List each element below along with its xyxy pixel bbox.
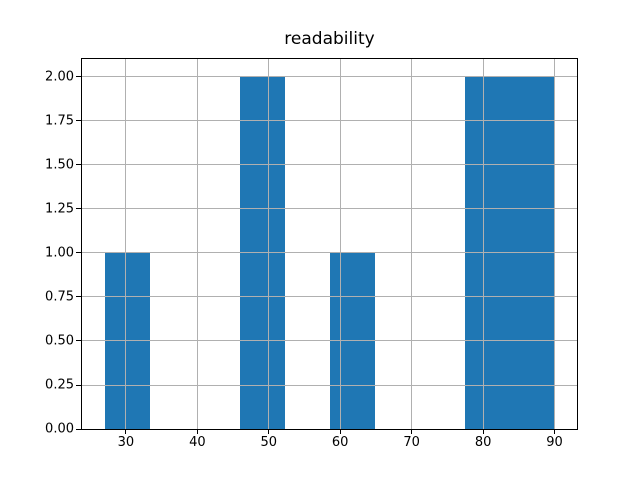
y-tick-mark [76,208,81,210]
y-gridline [82,252,577,254]
y-tick-mark [76,340,81,342]
chart-title: readability [284,29,375,49]
y-tick-label: 0.25 [45,377,74,393]
x-gridline [554,59,555,429]
x-gridline [196,59,198,429]
x-gridline [268,59,270,429]
x-gridline [339,59,341,429]
x-gridline [482,59,484,429]
x-tick-label: 70 [403,435,420,450]
y-tick-mark [76,120,81,122]
x-tick-label: 90 [546,435,563,450]
y-tick-label: 1.00 [45,245,74,261]
y-gridline [82,208,577,210]
x-tick-label: 30 [117,435,135,450]
y-gridline [82,120,577,122]
x-gridline [411,59,413,429]
y-tick-label: 1.75 [45,113,74,129]
y-gridline [82,164,577,166]
y-tick-label: 2.00 [45,69,74,85]
y-gridline [82,296,577,298]
x-tick-mark [339,430,341,434]
x-tick-mark [554,430,555,434]
y-tick-label: 0.50 [45,333,74,349]
x-tick-label: 50 [260,435,278,450]
y-tick-label: 1.50 [45,157,74,173]
x-tick-label: 40 [189,435,206,450]
x-tick-label: 80 [474,435,492,450]
y-tick-mark [76,252,81,254]
y-tick-mark [76,76,81,78]
y-tick-label: 0.75 [45,289,74,305]
y-tick-mark [76,384,81,386]
x-tick-mark [482,430,484,434]
y-tick-mark [76,296,81,298]
y-tick-label: 1.25 [45,201,74,217]
x-gridline [125,59,127,429]
y-tick-label: 0.00 [45,421,74,437]
y-tick-mark [76,164,81,166]
x-tick-mark [411,430,413,434]
plot-area: 30 40 50 60 70 80 90 0.00 0.25 0.50 0.75 1.00 1.25 1… [45,58,578,450]
x-tick-mark [125,430,127,434]
x-tick-label: 60 [331,435,349,450]
x-tick-mark [268,430,270,434]
y-gridline [82,384,577,386]
y-gridline [82,340,577,342]
y-gridline [82,76,577,78]
y-tick-mark [76,428,81,430]
x-tick-mark [196,430,198,434]
